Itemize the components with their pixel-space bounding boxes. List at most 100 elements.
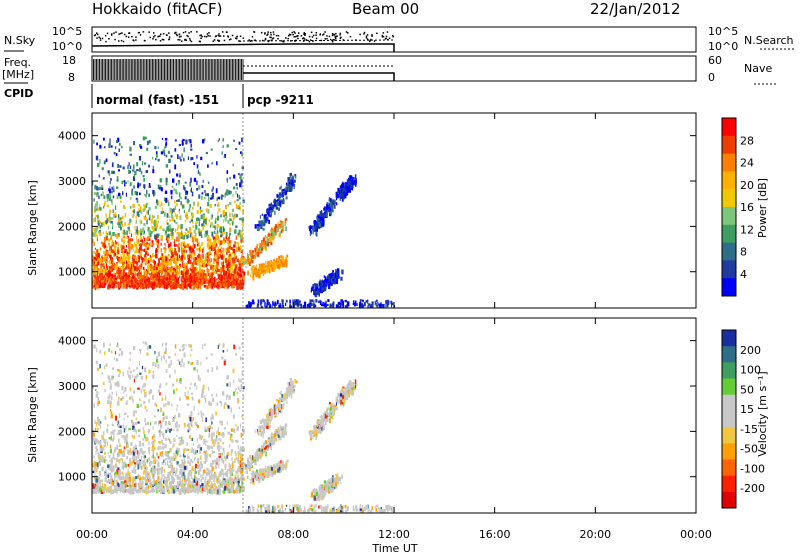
power-cell: [173, 219, 176, 223]
noise-dot: [335, 37, 337, 40]
power-cell: [211, 162, 213, 165]
power-cell: [147, 279, 149, 282]
power-cell: [222, 281, 224, 286]
power-cell: [250, 267, 253, 271]
power-cell: [120, 273, 123, 277]
power-cell: [153, 266, 156, 271]
power-colorbar-segment: [722, 171, 736, 190]
velocity-cell: [216, 460, 218, 465]
power-cell: [126, 232, 128, 236]
power-cell: [96, 272, 99, 277]
velocity-cell: [170, 462, 173, 467]
power-cell: [212, 282, 214, 287]
power-cell: [309, 233, 311, 236]
power-cell: [123, 205, 125, 208]
power-cell: [206, 193, 209, 197]
power-cell: [229, 275, 231, 280]
velocity-cell: [170, 448, 173, 451]
cpid-mode-label: normal (fast) -151: [96, 93, 219, 107]
power-cell: [168, 158, 171, 163]
power-cell: [324, 279, 327, 283]
power-cell: [359, 299, 362, 302]
power-cell: [205, 230, 208, 235]
noise-dot: [227, 35, 229, 37]
power-cell: [370, 304, 372, 307]
power-cell: [319, 286, 322, 292]
power-cell: [143, 254, 147, 258]
power-cell: [228, 237, 230, 240]
power-cell: [123, 283, 125, 288]
power-cell: [120, 244, 123, 249]
power-cell: [233, 277, 236, 281]
power-cell: [278, 192, 282, 196]
power-cell: [199, 172, 201, 176]
station-title: Hokkaido (fitACF): [92, 0, 223, 18]
power-cell: [96, 266, 98, 271]
power-cell: [103, 205, 105, 209]
noise-dot: [185, 39, 187, 42]
power-cell: [228, 259, 230, 264]
velocity-cell: [112, 452, 115, 457]
power-cell: [172, 272, 174, 276]
power-cell: [150, 268, 153, 271]
power-cell: [148, 164, 150, 168]
power-cell: [200, 156, 203, 161]
power-cell: [147, 226, 150, 232]
velocity-cell: [133, 435, 135, 439]
power-cell: [165, 282, 168, 287]
power-cell: [128, 282, 131, 286]
velocity-cell: [156, 469, 158, 474]
power-cell: [221, 261, 223, 265]
power-cell: [166, 226, 169, 232]
power-cell: [263, 221, 266, 224]
power-cell: [157, 272, 159, 278]
power-cell: [264, 236, 267, 239]
power-cell: [182, 272, 185, 275]
power-cell: [199, 209, 201, 214]
power-cell: [169, 261, 172, 266]
noise-dot: [182, 31, 185, 34]
power-cell: [239, 231, 242, 236]
power-cell: [329, 278, 331, 283]
power-cell: [108, 278, 110, 282]
power-cell: [95, 256, 98, 259]
power-cell: [182, 274, 184, 278]
power-cell: [343, 188, 345, 192]
power-cell: [104, 278, 107, 281]
power-cell: [210, 197, 213, 200]
power-cell: [143, 178, 145, 182]
noise-dot: [385, 35, 388, 38]
power-cell: [266, 220, 268, 224]
power-cell: [154, 271, 157, 275]
power-cell: [191, 206, 194, 210]
velocity-cell: [169, 440, 172, 444]
power-cell: [233, 244, 236, 248]
velocity-cell: [95, 421, 98, 427]
power-cell: [108, 284, 110, 287]
power-cell: [114, 275, 116, 279]
power-cell: [126, 261, 128, 267]
power-cell: [129, 153, 132, 156]
power-cell: [114, 273, 116, 276]
power-cell: [319, 214, 321, 218]
power-cell: [176, 266, 179, 270]
power-cell: [214, 244, 217, 247]
noise-search-line: [242, 39, 395, 42]
power-cell: [190, 253, 192, 256]
power-cell: [100, 221, 102, 224]
power-cell: [236, 277, 238, 281]
power-cell: [196, 238, 199, 243]
power-cell: [250, 274, 252, 278]
velocity-cell: [104, 473, 107, 477]
power-cell: [145, 247, 147, 252]
power-cell: [236, 242, 239, 245]
power-cell: [132, 215, 134, 218]
velocity-cell: [162, 486, 165, 489]
power-cell: [284, 302, 287, 306]
power-cell: [375, 303, 377, 307]
power-cell: [96, 238, 98, 242]
power-cell: [232, 163, 234, 167]
power-cell: [117, 269, 121, 274]
power-cell: [119, 143, 121, 146]
power-cell: [284, 192, 287, 196]
